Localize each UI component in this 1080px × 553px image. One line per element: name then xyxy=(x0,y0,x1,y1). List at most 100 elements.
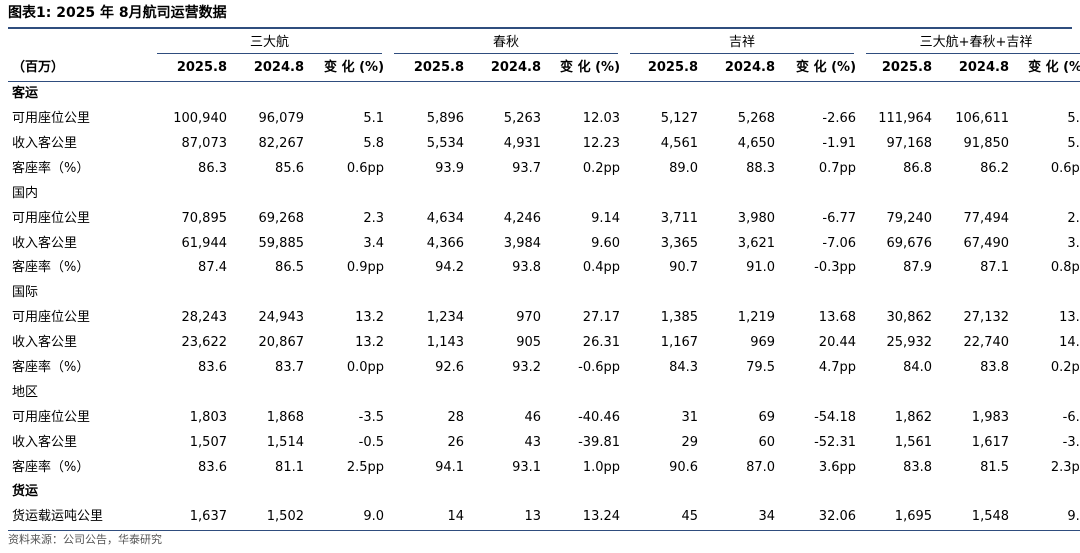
data-cell: 905 xyxy=(516,335,542,351)
data-cell: 13.7 xyxy=(1059,310,1080,326)
corner-cell xyxy=(8,31,151,56)
data-cell xyxy=(936,81,1013,106)
data-cell: 9.0 xyxy=(308,504,389,531)
data-cell: -0.3pp xyxy=(814,260,857,276)
data-cell xyxy=(624,81,702,106)
data-cell: 106,611 xyxy=(955,111,1010,127)
column-header: 2024.8 xyxy=(468,55,546,82)
data-cell xyxy=(388,380,468,405)
data-cell: 0.0pp xyxy=(346,360,385,376)
data-cell: -3.5 xyxy=(358,409,385,425)
data-cell xyxy=(388,181,468,206)
figure-title: 图表1: 2025 年 8月航司运营数据 xyxy=(8,5,227,21)
table-row: 收入客公里 87,073 82,267 5.8 5,534 4,931 12.23 4,561… xyxy=(8,132,1080,157)
data-cell: 83.6 xyxy=(198,360,227,376)
data-cell: 0.9pp xyxy=(346,260,385,276)
data-cell: 86.3 xyxy=(198,160,227,176)
data-cell: 20,867 xyxy=(258,335,305,351)
data-cell: 2.3 xyxy=(1067,210,1080,226)
data-cell: 0.2pp xyxy=(582,160,621,176)
data-cell: 45 xyxy=(624,504,703,531)
row-label: 地区 xyxy=(12,384,39,400)
data-cell xyxy=(545,281,624,306)
data-cell: 70,895 xyxy=(181,210,228,226)
data-cell: 3,980 xyxy=(737,210,776,226)
data-cell: 1.0pp xyxy=(582,459,621,475)
data-cell: 5.8 xyxy=(1067,136,1080,151)
data-cell xyxy=(860,281,936,306)
data-cell xyxy=(308,380,388,405)
column-header: 2024.8 xyxy=(231,55,308,82)
data-cell: 1,561 xyxy=(894,434,933,450)
row-label: 国内 xyxy=(12,185,39,201)
data-cell: 4,650 xyxy=(737,136,776,151)
data-cell: 30,862 xyxy=(886,310,933,326)
data-cell: 2.3 xyxy=(363,210,385,226)
row-label: 货运载运吨公里 xyxy=(8,504,151,531)
data-cell: 93.9 xyxy=(435,160,465,176)
data-cell: 5,534 xyxy=(426,136,465,151)
data-cell xyxy=(468,281,545,306)
data-cell xyxy=(1013,181,1080,206)
data-cell: 2.3pp xyxy=(1050,459,1080,475)
data-cell: 69,268 xyxy=(258,210,305,226)
data-cell: 84.3 xyxy=(669,360,699,376)
data-cell xyxy=(779,380,860,405)
data-cell: 1,514 xyxy=(266,434,304,450)
row-label: 收入客公里 xyxy=(12,335,78,351)
table-row: 客座率（%） 86.3 85.6 0.6pp 93.9 93.7 0.2pp 89.0 88.3… xyxy=(8,156,1080,181)
table-row: 国际 xyxy=(8,281,1080,306)
data-cell: 1,862 xyxy=(894,409,933,425)
data-cell: 1,868 xyxy=(266,409,304,425)
data-cell xyxy=(624,380,702,405)
data-cell: 4,931 xyxy=(503,136,542,151)
group-header: 春秋 xyxy=(388,31,624,56)
table-row: 可用座位公里 1,803 1,868 -3.5 28 46 -40.46 31 69 -54.18… xyxy=(8,405,1080,430)
data-cell: 4.7pp xyxy=(818,360,857,376)
data-cell: 3,365 xyxy=(660,235,699,251)
data-cell xyxy=(936,380,1013,405)
data-cell: 3.4 xyxy=(363,235,385,251)
data-cell: 969 xyxy=(750,335,776,351)
operating-data-table: 三大航 春秋 吉祥 三大航+春秋+吉祥 （百万） 2025.8 2024.8 变 化 (%… xyxy=(8,31,1080,531)
data-cell: 970 xyxy=(516,310,542,326)
data-cell xyxy=(1013,480,1080,505)
row-label: 可用座位公里 xyxy=(12,111,91,127)
data-cell: 14.0 xyxy=(1059,335,1080,351)
data-cell: 1,234 xyxy=(426,310,465,326)
data-cell xyxy=(308,281,388,306)
data-cell xyxy=(545,81,624,106)
data-cell: 87,073 xyxy=(181,136,228,151)
table-row: 可用座位公里 70,895 69,268 2.3 4,634 4,246 9.14 3,711… xyxy=(8,206,1080,231)
data-cell: 5,127 xyxy=(660,111,699,127)
data-cell: 2.5pp xyxy=(346,459,385,475)
data-cell xyxy=(151,480,231,505)
data-cell: 81.5 xyxy=(980,459,1010,475)
data-cell: 27.17 xyxy=(582,310,621,326)
data-cell xyxy=(702,181,779,206)
data-cell xyxy=(860,181,936,206)
row-label: 客座率（%） xyxy=(12,360,90,376)
data-cell: 24,943 xyxy=(258,310,305,326)
data-cell: 3,984 xyxy=(503,235,542,251)
data-cell xyxy=(231,181,308,206)
data-cell xyxy=(231,81,308,106)
data-cell xyxy=(151,181,231,206)
data-cell: 93.1 xyxy=(512,459,542,475)
data-cell: 3,711 xyxy=(660,210,699,226)
data-cell: 82,267 xyxy=(258,136,305,151)
data-cell xyxy=(860,480,936,505)
data-cell xyxy=(624,181,702,206)
data-cell: 77,494 xyxy=(963,210,1010,226)
column-header: 变 化 (%) xyxy=(545,55,625,82)
data-cell: 94.1 xyxy=(435,459,465,475)
group-header-label: 吉祥 xyxy=(630,33,855,54)
data-cell: 1,502 xyxy=(231,504,308,531)
data-cell: 9.14 xyxy=(591,210,621,226)
data-cell xyxy=(624,480,702,505)
data-cell: 5.0 xyxy=(1067,111,1080,127)
table-row: 可用座位公里 100,940 96,079 5.1 5,896 5,263 12.03 5,1… xyxy=(8,107,1080,132)
data-cell: 1,219 xyxy=(737,310,776,326)
data-cell xyxy=(468,380,545,405)
data-cell: -2.66 xyxy=(822,111,857,127)
